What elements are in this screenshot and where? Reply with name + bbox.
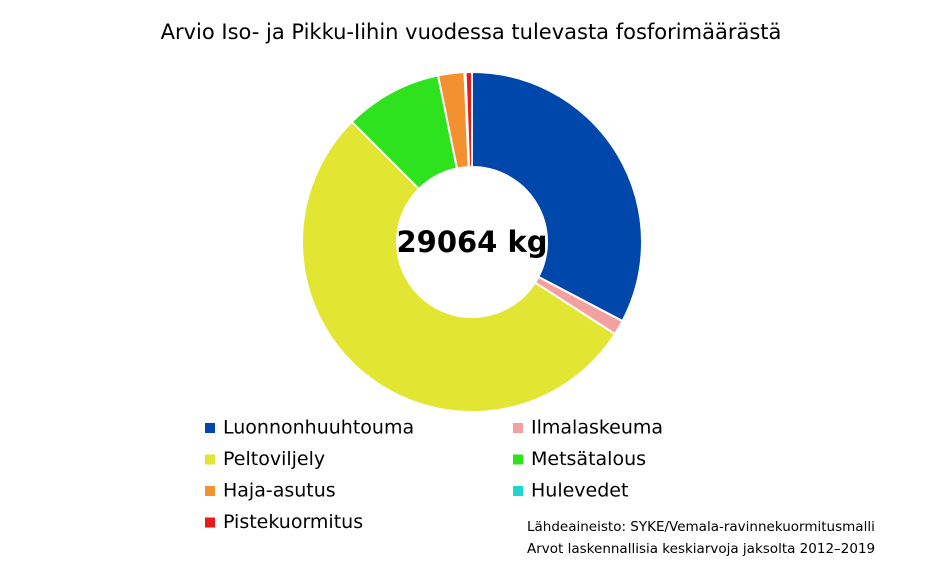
donut-slice [301,120,617,413]
legend-label: Metsätalous [531,448,646,470]
legend-swatch [513,454,523,465]
legend-label: Luonnonhuuhtouma [223,417,414,439]
legend-swatch [205,486,215,496]
center-label: 29064 kg [396,225,547,259]
donut [301,70,643,413]
legend-swatch [205,517,215,528]
legend-swatch [205,423,215,433]
legend-label: Hulevedet [531,480,628,502]
legend-swatch [205,454,215,465]
legend-label: Haja-asutus [223,480,336,502]
source-line: Lähdeaineisto: SYKE/Vemala-ravinnekuormi… [527,519,875,535]
legend-swatch [513,486,523,496]
source-line: Arvot laskennallisia keskiarvoja jaksolt… [527,541,875,557]
legend-label: Ilmalaskeuma [531,417,663,439]
legend-swatch [513,423,523,433]
chart-title: Arvio Iso- ja Pikku-Iihin vuodessa tulev… [161,20,782,44]
donut-slice [471,70,643,323]
legend-label: Peltoviljely [223,448,325,470]
legend-label: Pistekuormitus [223,511,363,533]
donut-slice [464,70,473,169]
